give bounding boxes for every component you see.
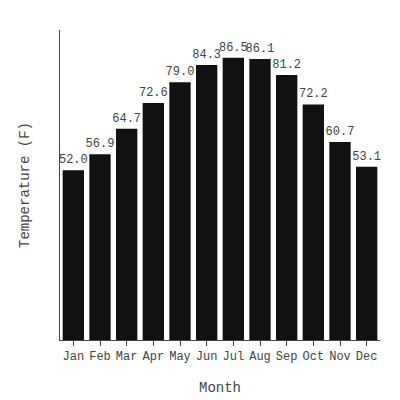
svg-text:64.7: 64.7 (112, 112, 141, 126)
svg-text:Feb: Feb (89, 350, 111, 364)
svg-text:60.7: 60.7 (326, 125, 355, 139)
svg-text:Month: Month (199, 380, 241, 396)
svg-text:56.9: 56.9 (86, 137, 115, 151)
svg-text:Mar: Mar (116, 350, 138, 364)
svg-text:86.5: 86.5 (219, 41, 248, 55)
svg-text:Jan: Jan (63, 350, 85, 364)
svg-text:53.1: 53.1 (352, 150, 381, 164)
svg-text:86.1: 86.1 (246, 42, 275, 56)
svg-text:Temperature (F): Temperature (F) (17, 122, 33, 248)
svg-text:Jul: Jul (223, 350, 245, 364)
svg-text:81.2: 81.2 (272, 58, 301, 72)
svg-text:May: May (169, 350, 191, 364)
svg-text:84.3: 84.3 (192, 48, 221, 62)
svg-text:Oct: Oct (303, 350, 325, 364)
svg-text:52.0: 52.0 (59, 153, 88, 167)
svg-text:Sep: Sep (276, 350, 298, 364)
svg-text:79.0: 79.0 (166, 65, 195, 79)
svg-text:72.6: 72.6 (139, 86, 168, 100)
svg-text:Apr: Apr (143, 350, 165, 364)
svg-text:Aug: Aug (249, 350, 271, 364)
svg-text:Dec: Dec (356, 350, 378, 364)
svg-text:Jun: Jun (196, 350, 218, 364)
svg-text:72.2: 72.2 (299, 87, 328, 101)
svg-text:Nov: Nov (329, 350, 351, 364)
